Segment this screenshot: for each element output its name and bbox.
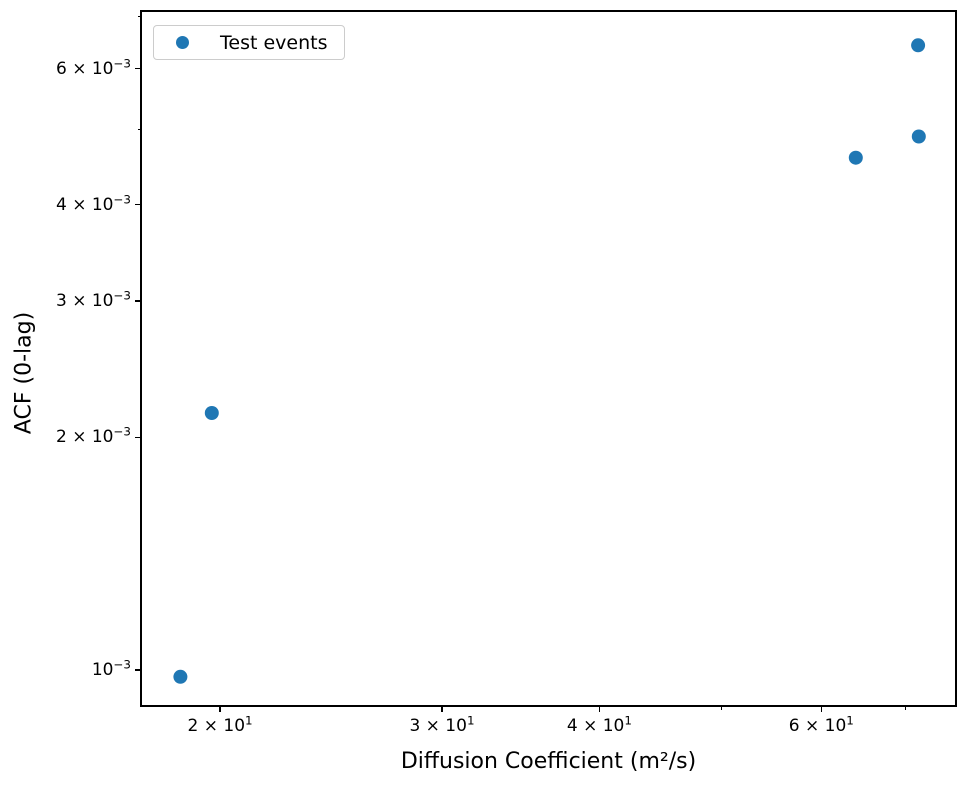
data-point <box>848 150 863 165</box>
y-tick-label: 2 × 10−3 <box>55 424 131 448</box>
x-tick-label: 3 × 101 <box>409 713 475 736</box>
legend: Test events <box>153 25 345 60</box>
x-axis-label: Diffusion Coefficient (m²/s) <box>400 749 697 774</box>
data-point <box>173 669 188 684</box>
y-minor-tick-mark <box>137 16 142 18</box>
x-minor-tick-mark <box>905 705 907 710</box>
x-minor-tick-mark <box>721 705 723 710</box>
x-tick-label: 2 × 101 <box>187 713 253 736</box>
data-point <box>204 406 219 420</box>
legend-label: Test events <box>220 31 328 54</box>
y-tick-mark <box>135 67 142 70</box>
legend-marker-icon <box>176 36 189 49</box>
y-tick-mark <box>135 669 142 671</box>
x-tick-mark <box>598 705 601 712</box>
data-point <box>911 129 926 144</box>
x-tick-mark <box>441 705 443 712</box>
y-tick-mark <box>135 300 142 302</box>
y-axis-label: ACF (0-lag) <box>11 311 37 435</box>
y-tick-mark <box>135 436 142 439</box>
y-minor-tick-mark <box>137 129 142 131</box>
plot-area <box>140 10 957 707</box>
y-tick-mark <box>135 203 142 206</box>
scatter-canvas <box>173 38 926 684</box>
y-tick-label: 4 × 10−3 <box>55 191 131 215</box>
x-tick-mark <box>820 705 823 712</box>
data-point <box>911 38 926 53</box>
x-tick-mark <box>219 705 221 712</box>
y-tick-label: 6 × 10−3 <box>55 55 131 79</box>
y-tick-label: 3 × 10−3 <box>55 288 131 312</box>
x-tick-label: 6 × 101 <box>788 713 854 736</box>
y-tick-label: 10−3 <box>91 657 131 680</box>
x-tick-label: 4 × 101 <box>566 713 632 736</box>
